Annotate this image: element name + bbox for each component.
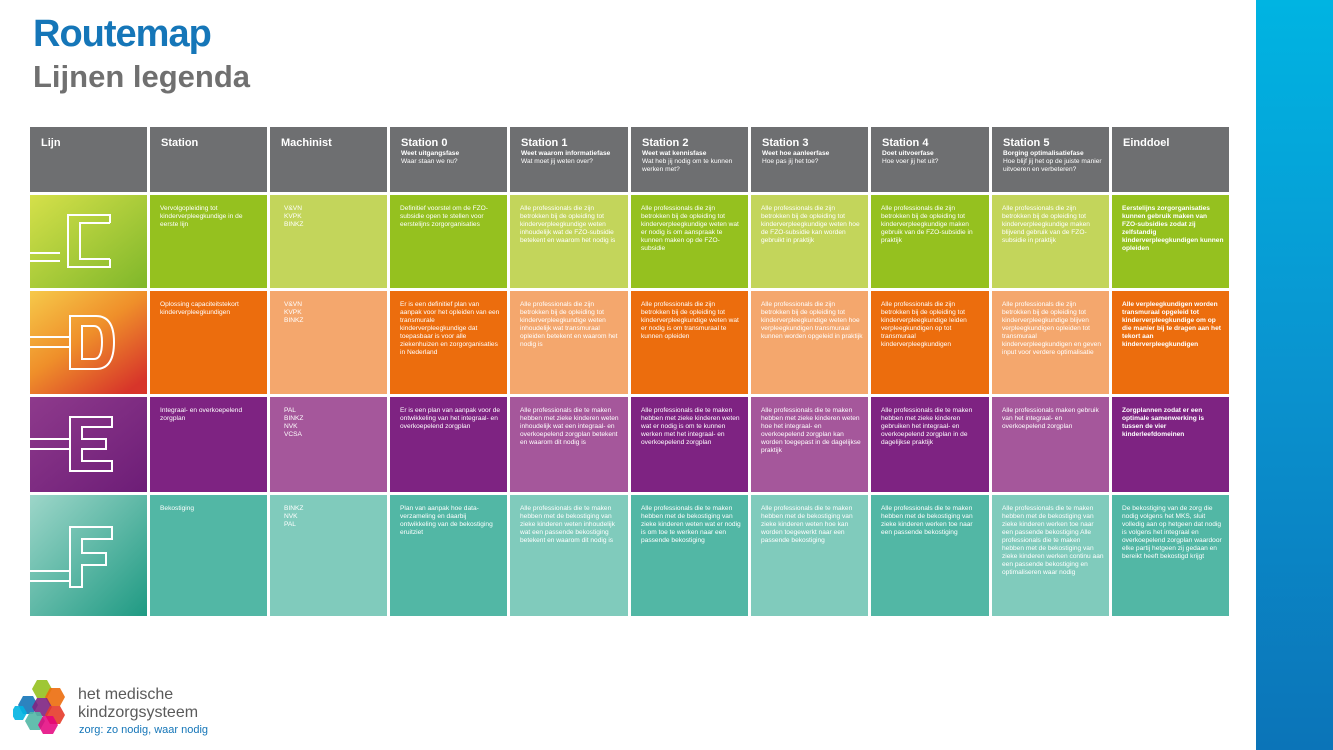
- station-4-cell: Alle professionals die te maken hebben m…: [871, 397, 989, 492]
- station-5-cell: Alle professionals die zijn betrokken bi…: [992, 291, 1109, 394]
- header-label: Station 0: [401, 137, 448, 149]
- logo-tagline: zorg: zo nodig, waar nodig: [79, 724, 209, 736]
- header-label: Station 1: [521, 137, 568, 149]
- line-c-badge: [30, 195, 147, 288]
- station-5-cell: Alle professionals maken gebruik van het…: [992, 397, 1109, 492]
- header-question: Waar staan we nu?: [401, 158, 458, 165]
- machinist-cell: V&VN KVPK BINKZ: [270, 291, 387, 394]
- kindzorgsysteem-logo-icon: [13, 680, 65, 734]
- header-question: Wat heb jij nodig om te kunnen werken me…: [642, 158, 733, 173]
- header-cell-station-5: Station 5 Borging optimalisatiefase Hoe bl…: [992, 127, 1109, 192]
- header-cell-station: Station: [150, 127, 267, 192]
- side-accent-bar: [1256, 0, 1333, 750]
- routemap-table: Lijn Station Machinist Station 0 Weet uit…: [30, 127, 1229, 621]
- line-e-cell: [30, 397, 147, 492]
- page-title: Routemap: [33, 13, 212, 55]
- header-question: Hoe voer jij het uit?: [882, 158, 939, 165]
- station-1-cell: Alle professionals die te maken hebben m…: [510, 397, 628, 492]
- header-cell-lijn: Lijn: [30, 127, 147, 192]
- header-cell-station-1: Station 1 Weet waarom informatiefase Wat m…: [510, 127, 628, 192]
- header-question: Wat moet jij weten over?: [521, 158, 593, 165]
- header-cell-station-3: Station 3 Weet hoe aanleerfase Hoe pas jij…: [751, 127, 868, 192]
- header-label: Station 5: [1003, 137, 1050, 149]
- station-3-cell: Alle professionals die te maken hebben m…: [751, 495, 868, 616]
- station-1-cell: Alle professionals die zijn betrokken bi…: [510, 291, 628, 394]
- station-0-cell: Er is een plan van aanpak voor de ontwik…: [390, 397, 507, 492]
- header-phase: Weet uitgangsfase: [401, 150, 460, 157]
- header-label: Station: [161, 137, 199, 149]
- einddoel-cell: Zorgplannen zodat er een optimale samenw…: [1112, 397, 1229, 492]
- machinist-cell: PAL BINKZ NVK VCSA: [270, 397, 387, 492]
- header-cell-station-0: Station 0 Weet uitgangsfase Waar staan we …: [390, 127, 507, 192]
- machinist-cell: BINKZ NVK PAL: [270, 495, 387, 616]
- line-e-badge: [30, 397, 147, 492]
- line-d-cell: [30, 291, 147, 394]
- header-label: Machinist: [281, 137, 332, 149]
- station-2-cell: Alle professionals die zijn betrokken bi…: [631, 195, 748, 288]
- station-0-cell: Er is een definitief plan van aanpak voo…: [390, 291, 507, 394]
- header-label: Lijn: [41, 137, 61, 149]
- einddoel-cell: De bekostiging van de zorg die nodig vol…: [1112, 495, 1229, 616]
- line-c-cell: [30, 195, 147, 288]
- machinist-cell: V&VN KVPK BINKZ: [270, 195, 387, 288]
- header-phase: Weet hoe aanleerfase: [762, 150, 830, 157]
- header-question: Hoe pas jij het toe?: [762, 158, 819, 165]
- logo-text-line1: het medische: [78, 686, 174, 703]
- station-3-cell: Alle professionals die te maken hebben m…: [751, 397, 868, 492]
- header-question: Hoe blijf jij het op de juiste manier ui…: [1003, 158, 1102, 173]
- station-1-cell: Alle professionals die te maken hebben m…: [510, 495, 628, 616]
- header-label: Station 2: [642, 137, 689, 149]
- station-cell: Oplossing capaciteitstekort kinderverple…: [150, 291, 267, 394]
- station-1-cell: Alle professionals die zijn betrokken bi…: [510, 195, 628, 288]
- line-f-badge: [30, 495, 147, 616]
- station-4-cell: Alle professionals die zijn betrokken bi…: [871, 291, 989, 394]
- header-phase: Weet wat kennisfase: [642, 150, 707, 157]
- header-label: Station 3: [762, 137, 809, 149]
- station-2-cell: Alle professionals die te maken hebben m…: [631, 495, 748, 616]
- einddoel-cell: Alle verpleegkundigen worden transmuraal…: [1112, 291, 1229, 394]
- station-cell: Bekostiging: [150, 495, 267, 616]
- line-d-badge: [30, 291, 147, 394]
- header-cell-machinist: Machinist: [270, 127, 387, 192]
- header-cell-station-4: Station 4 Doet uitvoerfase Hoe voer jij he…: [871, 127, 989, 192]
- einddoel-cell: Eerstelijns zorgorganisaties kunnen gebr…: [1112, 195, 1229, 288]
- header-label: Station 4: [882, 137, 929, 149]
- station-2-cell: Alle professionals die zijn betrokken bi…: [631, 291, 748, 394]
- page-subtitle: Lijnen legenda: [33, 59, 251, 94]
- header-cell-einddoel: Einddoel: [1112, 127, 1229, 192]
- station-0-cell: Plan van aanpak hoe data-verzameling en …: [390, 495, 507, 616]
- station-cell: Vervolgopleiding tot kinderverpleegkundi…: [150, 195, 267, 288]
- header-phase: Borging optimalisatiefase: [1003, 150, 1084, 157]
- station-4-cell: Alle professionals die zijn betrokken bi…: [871, 195, 989, 288]
- station-3-cell: Alle professionals die zijn betrokken bi…: [751, 291, 868, 394]
- station-cell: Integraal- en overkoepelend zorgplan: [150, 397, 267, 492]
- station-3-cell: Alle professionals die zijn betrokken bi…: [751, 195, 868, 288]
- header-label: Einddoel: [1123, 137, 1170, 149]
- header-phase: Doet uitvoerfase: [882, 150, 934, 157]
- line-f-cell: [30, 495, 147, 616]
- station-5-cell: Alle professionals die zijn betrokken bi…: [992, 195, 1109, 288]
- logo-text-line2: kindzorgsysteem: [78, 704, 199, 721]
- station-5-cell: Alle professionals die te maken hebben m…: [992, 495, 1109, 616]
- header-phase: Weet waarom informatiefase: [521, 150, 611, 157]
- station-4-cell: Alle professionals die te maken hebben m…: [871, 495, 989, 616]
- header-cell-station-2: Station 2 Weet wat kennisfase Wat heb jij …: [631, 127, 748, 192]
- station-2-cell: Alle professionals die te maken hebben m…: [631, 397, 748, 492]
- station-0-cell: Definitief voorstel om de FZO-subsidie o…: [390, 195, 507, 288]
